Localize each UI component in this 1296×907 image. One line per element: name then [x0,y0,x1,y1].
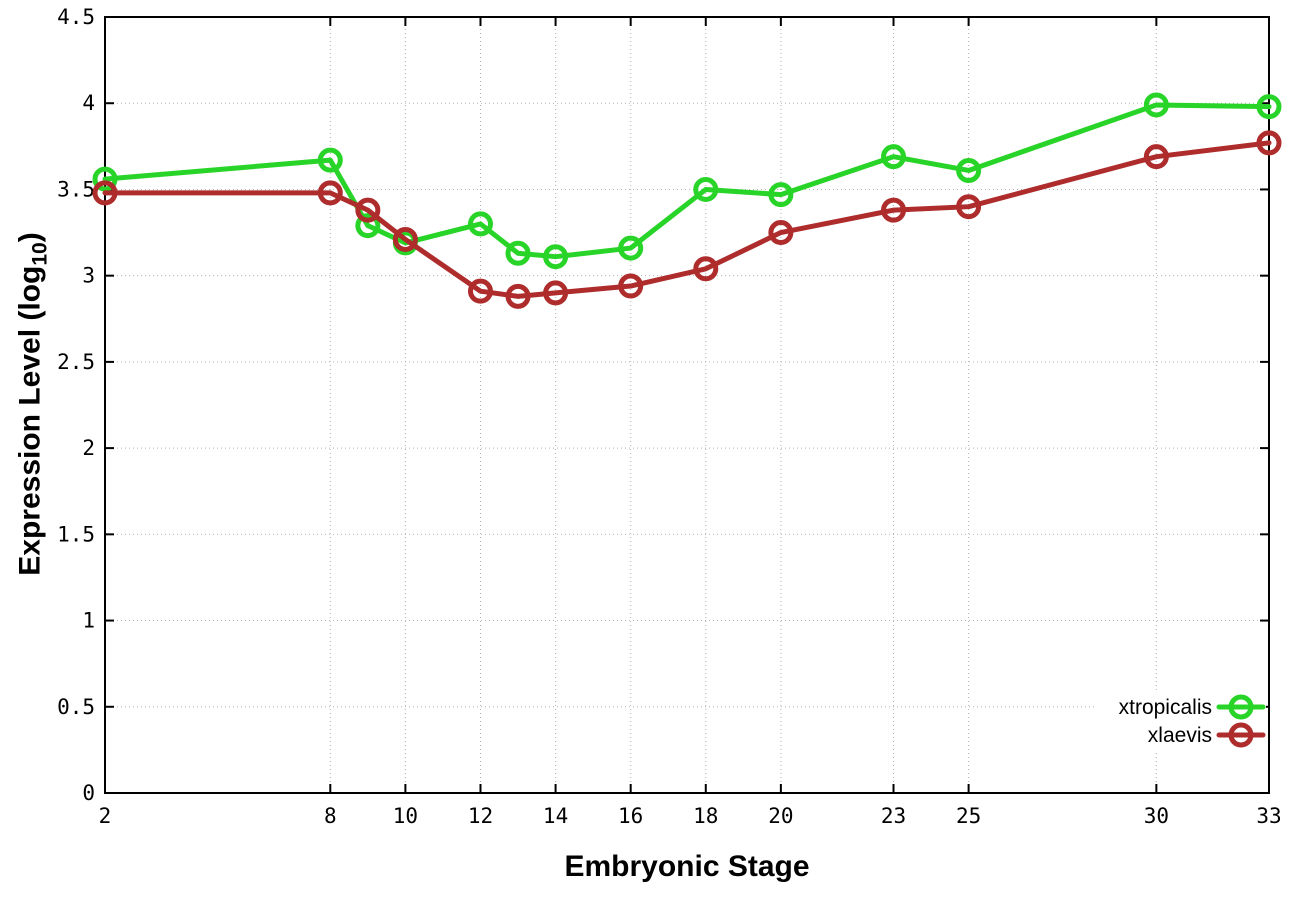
data-point-xtropicalis [618,235,644,261]
y-tick-label: 1 [82,609,95,633]
data-point-xlaevis [956,194,982,220]
data-point-xlaevis [317,180,343,206]
data-point-xlaevis [881,197,907,223]
x-tick-label: 20 [768,804,793,828]
x-tick-label: 10 [393,804,418,828]
data-point-xlaevis [618,273,644,299]
series-xlaevis [92,130,1282,309]
x-tick-label: 16 [618,804,643,828]
tick-labels: 2 8 10 12 14 16 18 20 23 25 30 33 0 0.5 1 1.5 2 2.5 3 3.5 4 4… [57,5,1282,828]
data-point-xlaevis [1256,130,1282,156]
data-point-xtropicalis [1256,94,1282,120]
data-point-xlaevis [768,220,794,246]
x-tick-label: 18 [693,804,718,828]
legend-entry-xlaevis: xlaevis [1148,722,1266,748]
x-tick-label: 14 [543,804,568,828]
data-point-xlaevis [543,280,569,306]
data-point-xtropicalis [92,166,118,192]
y-tick-label: 2 [82,436,95,460]
series-line-xtropicalis [102,102,1272,260]
series-xtropicalis [92,92,1282,270]
data-point-xtropicalis [693,176,719,202]
data-point-xlaevis [505,283,531,309]
x-axis-label: Embryonic Stage [564,850,810,883]
legend-label-xlaevis: xlaevis [1148,724,1212,747]
data-point-xtropicalis [1143,92,1169,118]
x-tick-label: 23 [881,804,906,828]
x-tick-label: 12 [468,804,493,828]
x-tick-label: 25 [956,804,981,828]
x-tick-label: 2 [99,804,112,828]
data-point-xtropicalis [355,213,381,239]
y-tick-label: 3.5 [57,177,95,201]
data-point-xtropicalis [768,182,794,208]
y-axis-label-subscript: 10 [28,242,52,266]
data-point-xtropicalis [467,211,493,237]
data-point-xtropicalis [317,147,343,173]
data-point-xlaevis [92,180,118,206]
plot-border [104,16,1270,794]
y-tick-label: 3 [82,264,95,288]
data-point-xlaevis [1143,144,1169,170]
y-tick-label: 4 [82,91,95,115]
x-tick-label: 30 [1144,804,1169,828]
legend: xtropicalis xlaevis [1096,690,1266,750]
legend-marker-xlaevis [1228,722,1254,748]
y-axis-label-close: ) [13,232,47,243]
data-point-xtropicalis [543,244,569,270]
data-point-xtropicalis [881,144,907,170]
data-point-xlaevis [392,226,418,252]
legend-entry-xtropicalis: xtropicalis [1119,694,1266,720]
legend-label-xtropicalis: xtropicalis [1119,696,1212,719]
data-point-xlaevis [467,278,493,304]
y-axis-label-text: Expression Level (log [13,265,47,576]
x-tick-label: 33 [1256,804,1281,828]
y-tick-label: 0.5 [57,695,95,719]
data-point-xlaevis [693,256,719,282]
y-tick-label: 0 [82,781,95,805]
y-tick-label: 4.5 [57,5,95,29]
y-tick-label: 2.5 [57,350,95,374]
y-axis-label: Expression Level (log10) [14,232,53,575]
y-tick-label: 1.5 [57,522,95,546]
gridlines [104,16,1270,794]
axis-ticks [104,16,1270,794]
data-point-xtropicalis [505,240,531,266]
x-tick-label: 8 [324,804,337,828]
data-point-xtropicalis [956,157,982,183]
legend-marker-xtropicalis [1228,694,1254,720]
data-point-xlaevis [355,197,381,223]
